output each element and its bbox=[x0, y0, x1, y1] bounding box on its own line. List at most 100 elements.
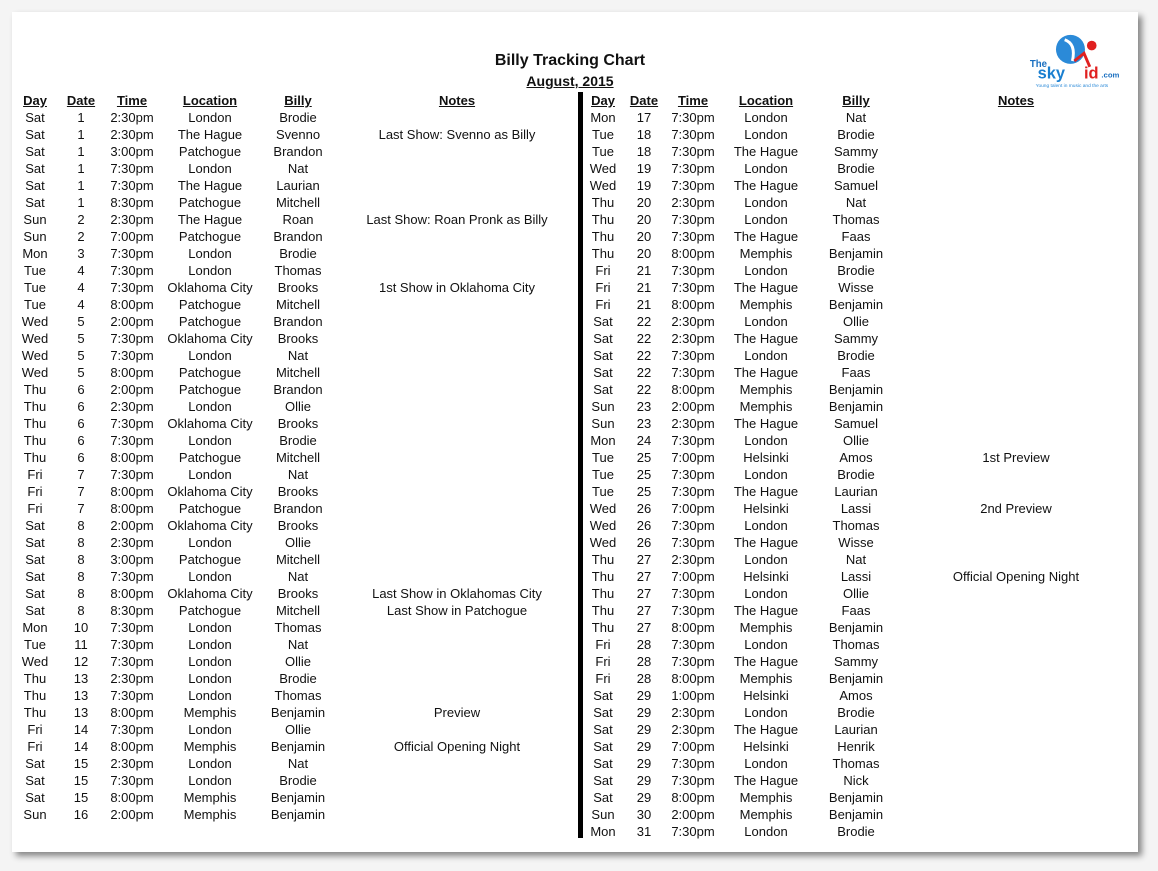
cell-day: Thu bbox=[23, 688, 47, 703]
cell-date: 18 bbox=[636, 144, 652, 159]
cell-date: 22 bbox=[636, 348, 652, 363]
cell-day: Sun bbox=[23, 807, 47, 822]
cell-time: 8:00pm bbox=[671, 297, 715, 312]
cell-date: 4 bbox=[77, 297, 85, 312]
cell-billy: Sammy bbox=[833, 144, 879, 159]
cell-notes: Preview bbox=[433, 705, 481, 720]
cell-date: 3 bbox=[77, 246, 85, 261]
cell-location: London bbox=[744, 348, 788, 363]
cell-location: Memphis bbox=[183, 739, 237, 754]
cell-time: 7:30pm bbox=[110, 654, 154, 669]
cell-billy: Brooks bbox=[277, 331, 319, 346]
cell-location: The Hague bbox=[733, 144, 799, 159]
cell-location: London bbox=[188, 722, 232, 737]
cell-time: 2:30pm bbox=[671, 705, 715, 720]
column-header-location: Location bbox=[182, 93, 238, 108]
cell-date: 18 bbox=[636, 127, 652, 142]
cell-location: Patchogue bbox=[178, 450, 242, 465]
cell-day: Tue bbox=[24, 263, 46, 278]
cell-location: London bbox=[188, 399, 232, 414]
cell-time: 7:30pm bbox=[671, 348, 715, 363]
cell-date: 6 bbox=[77, 433, 85, 448]
cell-location: The Hague bbox=[733, 722, 799, 737]
cell-day: Sat bbox=[25, 144, 45, 159]
cell-billy: Thomas bbox=[832, 756, 880, 771]
cell-time: 7:30pm bbox=[671, 280, 715, 295]
cell-location: London bbox=[744, 637, 788, 652]
cell-date: 4 bbox=[77, 263, 85, 278]
cell-location: London bbox=[744, 518, 788, 533]
cell-day: Tue bbox=[24, 280, 46, 295]
cell-location: London bbox=[188, 569, 232, 584]
cell-date: 5 bbox=[77, 365, 85, 380]
cell-day: Thu bbox=[591, 212, 615, 227]
cell-billy: Laurian bbox=[276, 178, 320, 193]
cell-day: Sat bbox=[25, 756, 45, 771]
cell-day: Sat bbox=[593, 382, 613, 397]
cell-billy: Benjamin bbox=[828, 382, 884, 397]
cell-location: London bbox=[744, 212, 788, 227]
cell-date: 21 bbox=[636, 297, 652, 312]
cell-time: 7:30pm bbox=[110, 620, 154, 635]
cell-date: 29 bbox=[636, 688, 652, 703]
cell-date: 7 bbox=[77, 484, 85, 499]
cell-date: 20 bbox=[636, 229, 652, 244]
cell-location: London bbox=[188, 773, 232, 788]
cell-location: London bbox=[188, 246, 232, 261]
cell-location: London bbox=[188, 161, 232, 176]
cell-date: 6 bbox=[77, 399, 85, 414]
cell-notes: 1st Show in Oklahoma City bbox=[378, 280, 536, 295]
cell-day: Wed bbox=[21, 348, 49, 363]
cell-billy: Mitchell bbox=[275, 552, 321, 567]
cell-time: 7:30pm bbox=[671, 467, 715, 482]
cell-time: 2:00pm bbox=[110, 314, 154, 329]
cell-day: Thu bbox=[23, 450, 47, 465]
cell-date: 8 bbox=[77, 586, 85, 601]
cell-location: Patchogue bbox=[178, 229, 242, 244]
cell-day: Fri bbox=[595, 263, 611, 278]
cell-time: 7:30pm bbox=[671, 586, 715, 601]
cell-date: 5 bbox=[77, 348, 85, 363]
cell-date: 1 bbox=[77, 178, 85, 193]
cell-time: 3:00pm bbox=[110, 144, 154, 159]
cell-billy: Brooks bbox=[277, 586, 319, 601]
cell-time: 2:30pm bbox=[671, 722, 715, 737]
cell-day: Thu bbox=[23, 433, 47, 448]
cell-time: 7:30pm bbox=[671, 603, 715, 618]
cell-location: The Hague bbox=[733, 603, 799, 618]
cell-date: 28 bbox=[636, 637, 652, 652]
cell-notes: Official Opening Night bbox=[393, 739, 521, 754]
cell-date: 27 bbox=[636, 620, 652, 635]
cell-time: 2:00pm bbox=[110, 518, 154, 533]
cell-time: 8:00pm bbox=[110, 450, 154, 465]
cell-time: 7:30pm bbox=[671, 212, 715, 227]
column-header-day: Day bbox=[23, 93, 47, 108]
cell-time: 7:00pm bbox=[110, 229, 154, 244]
cell-time: 7:30pm bbox=[671, 637, 715, 652]
cell-date: 8 bbox=[77, 535, 85, 550]
cell-day: Wed bbox=[21, 331, 49, 346]
cell-billy: Thomas bbox=[274, 263, 322, 278]
cell-time: 7:30pm bbox=[110, 637, 154, 652]
cell-notes: Official Opening Night bbox=[952, 569, 1080, 584]
cell-date: 19 bbox=[636, 178, 652, 193]
cell-day: Sat bbox=[25, 161, 45, 176]
cell-billy: Amos bbox=[839, 688, 873, 703]
cell-location: Oklahoma City bbox=[167, 280, 253, 295]
cell-billy: Thomas bbox=[832, 637, 880, 652]
cell-day: Wed bbox=[589, 501, 617, 516]
cell-time: 7:30pm bbox=[110, 246, 154, 261]
cell-day: Tue bbox=[24, 297, 46, 312]
cell-billy: Nat bbox=[287, 348, 309, 363]
cell-day: Thu bbox=[23, 416, 47, 431]
cell-billy: Mitchell bbox=[275, 365, 321, 380]
svg-text:The: The bbox=[1030, 59, 1048, 70]
cell-time: 2:30pm bbox=[110, 399, 154, 414]
cell-day: Sat bbox=[593, 348, 613, 363]
cell-time: 7:30pm bbox=[110, 722, 154, 737]
cell-location: London bbox=[188, 263, 232, 278]
cell-billy: Brodie bbox=[837, 348, 875, 363]
cell-time: 7:00pm bbox=[671, 501, 715, 516]
cell-date: 13 bbox=[73, 671, 89, 686]
cell-time: 2:30pm bbox=[110, 756, 154, 771]
